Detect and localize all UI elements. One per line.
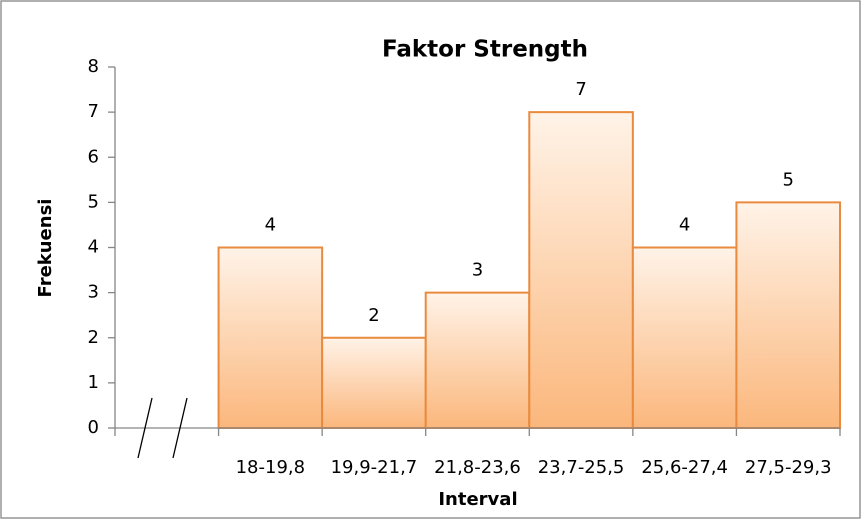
bar	[631, 246, 738, 429]
bar	[424, 291, 531, 429]
x-tick-label: 25,6-27,4	[641, 457, 728, 478]
data-label: 4	[679, 215, 690, 236]
data-label: 3	[472, 260, 483, 281]
y-tick-label: 7	[88, 101, 99, 122]
data-label: 5	[782, 169, 793, 190]
axis-break	[137, 397, 153, 459]
bar	[321, 336, 427, 429]
y-tick-label: 3	[88, 282, 99, 303]
x-tick-label: 21,8-23,6	[434, 457, 521, 478]
x-tick-label: 18-19,8	[236, 457, 305, 478]
bar	[528, 111, 634, 429]
plot	[217, 111, 842, 429]
y-tick-label: 1	[88, 372, 99, 393]
axis-break	[172, 397, 188, 459]
y-axis-title: Frekuensi	[35, 199, 56, 298]
y-tick-label: 4	[88, 237, 99, 258]
x-tick-label: 19,9-21,7	[331, 457, 418, 478]
bar	[217, 246, 324, 429]
data-label: 7	[575, 79, 586, 100]
y-tick-label: 6	[88, 146, 99, 167]
x-tick-label: 27,5-29,3	[745, 457, 832, 478]
y-tick-label: 2	[88, 327, 99, 348]
y-tick-label: 0	[88, 417, 99, 438]
x-tick-label: 23,7-25,5	[538, 457, 625, 478]
chart-title: Faktor Strength	[382, 37, 588, 63]
x-axis-title: Interval	[438, 489, 517, 510]
data-label: 4	[265, 215, 276, 236]
data-label: 2	[368, 305, 379, 326]
bar	[735, 201, 842, 429]
y-tick-label: 8	[88, 56, 99, 77]
y-tick-label: 5	[88, 191, 99, 212]
